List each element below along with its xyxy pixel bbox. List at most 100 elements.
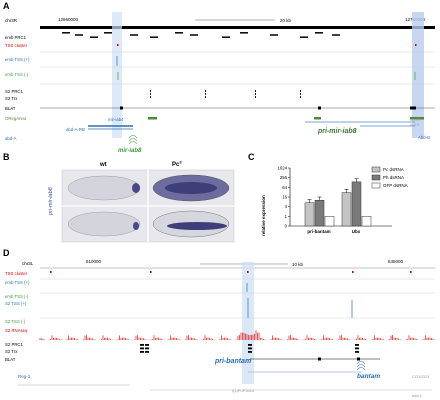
panel-a-prc1-blocks	[62, 32, 340, 38]
c-legend-label: Ph dsRNA	[383, 175, 404, 180]
track-label-d-0: TSS cluster	[5, 271, 28, 276]
panel-d-coord-left: 610000	[86, 259, 102, 264]
panel-b-label: B	[3, 152, 10, 162]
c-tick-label: 4	[285, 204, 288, 209]
prc-mark-d	[140, 344, 144, 346]
track-label-d-1: emb TSS (+)	[5, 280, 30, 285]
blat-block-d-2	[357, 357, 360, 361]
panel-a-highlight-1	[112, 12, 122, 138]
panel-b-side-label: pri-mir-iab8	[48, 186, 54, 216]
blat-block-a-2	[318, 106, 321, 110]
gene-d-pri-bantam: pri-bantam	[214, 358, 251, 365]
blat-block-d-1	[318, 357, 321, 361]
prc1-block	[315, 32, 323, 34]
c-bar	[351, 181, 362, 227]
track-label-a-1: TSS cluster	[5, 43, 28, 48]
prc1-block	[62, 32, 70, 34]
prc-mark-d	[145, 344, 149, 346]
c-tick-label: 256	[280, 175, 288, 180]
panel-a-s2-marks	[150, 90, 301, 98]
gene-a-abdb-tiny-1: Abd-B	[410, 118, 420, 122]
track-label-d-3: S2 TSS (+)	[5, 301, 27, 306]
tss-mark-a-2	[415, 44, 417, 46]
gene-a-mir-iab4-label: mir-iab4	[108, 117, 124, 122]
gene-a-abdb-label: Abd-B	[418, 135, 430, 140]
s2-mark	[150, 96, 151, 98]
gene-d-reg2: Reg-2	[18, 374, 31, 379]
panel-d-scale-label: 10 kb	[292, 262, 304, 267]
panel-a-scale-label: 20 kb	[280, 18, 292, 23]
panel-b-embryo-frame	[61, 169, 235, 243]
panel-b-col-pc: Pc3	[172, 160, 182, 169]
tss-mark-d	[410, 271, 412, 273]
s2-mark	[255, 90, 256, 92]
gene-d-ban-label: ban,1	[412, 393, 423, 398]
track-label-a-3: emb TSS (-)	[5, 72, 29, 77]
blat-block-a-1	[120, 106, 123, 110]
track-label-a-7: ORegAnno	[5, 116, 27, 121]
prc-mark-d	[248, 344, 252, 346]
c-bar	[324, 216, 335, 227]
tss-mark-d	[50, 271, 52, 273]
tss-mark-d	[352, 271, 354, 273]
oreg-a-3	[410, 117, 424, 120]
prc-mark-d	[248, 347, 252, 350]
c-category-label: Ubx	[352, 229, 361, 234]
prc1-block	[75, 34, 83, 36]
gene-a-mir-iab8: mir-iab8	[118, 148, 142, 154]
c-legend-label: Pc dsRNA	[383, 167, 404, 172]
panel-d-chrom: chr3L	[22, 261, 34, 266]
prc-mark-d	[355, 351, 359, 353]
prc-mark-d	[355, 347, 359, 350]
s2-mark	[150, 93, 151, 95]
panel-d-label: D	[3, 248, 10, 258]
panel-d-tss-marks	[50, 271, 412, 273]
s2-mark	[150, 90, 151, 92]
prc1-block	[332, 34, 340, 36]
panel-c-label: C	[248, 152, 255, 162]
c-bar	[314, 200, 325, 227]
panel-b-col-wt: wt	[99, 162, 107, 168]
c-tick-label: 1024	[277, 166, 287, 171]
prc-mark-d	[145, 351, 149, 353]
c-category-label: pri-bantam	[307, 229, 330, 234]
panel-d-coord-right: 645000	[388, 259, 404, 264]
track-label-d-7: S2 Trx	[5, 349, 18, 354]
prc1-block	[270, 34, 278, 36]
prc-mark-d	[140, 351, 144, 353]
track-label-a-5: S2 Trx	[5, 96, 18, 101]
bantam-stemloop	[356, 361, 366, 371]
mir-iab8-stemloop	[128, 135, 138, 145]
prc-mark-d	[248, 351, 252, 353]
prc1-block	[300, 36, 308, 38]
c-bar	[341, 192, 352, 227]
blat-block-a-3	[410, 106, 416, 110]
s2-mark	[255, 96, 256, 98]
panel-a-chrom: chr3R	[5, 18, 18, 23]
gene-d-cg-label: CG12023	[412, 374, 430, 379]
panel-a-label: A	[3, 1, 10, 11]
gene-a-pri-mir-iab8: pri-mir-iab8	[317, 128, 357, 135]
prc-mark-d	[145, 347, 149, 350]
s2-mark	[300, 96, 301, 98]
track-label-d-5: S2 RNAseq	[5, 328, 28, 333]
s2-mark	[205, 90, 206, 92]
panel-c-bars: pri-bantam Ubx	[304, 178, 372, 234]
gene-a-abda-label: abd-A	[5, 136, 17, 141]
c-tick-label: 1	[285, 214, 288, 219]
s2-mark	[205, 96, 206, 98]
c-tick-label: 64	[282, 185, 287, 190]
prc1-block	[90, 36, 98, 38]
oreg-a-1	[148, 117, 157, 120]
track-label-a-2: emb TSS (+)	[5, 57, 30, 62]
track-label-a-4: S2 PRC1	[5, 89, 24, 94]
gene-d-ep-label: l(3)P0P3019	[232, 388, 255, 393]
c-tick-label: 0	[285, 224, 288, 229]
track-label-a-0: emb PRC1	[5, 35, 27, 40]
gene-a-abda-rb-label: abd-A-RB	[66, 127, 85, 132]
prc1-block	[240, 32, 248, 34]
prc1-block	[150, 36, 158, 38]
c-legend-label: GFP dsRNA	[383, 183, 408, 188]
c-legend-swatch	[371, 182, 381, 189]
